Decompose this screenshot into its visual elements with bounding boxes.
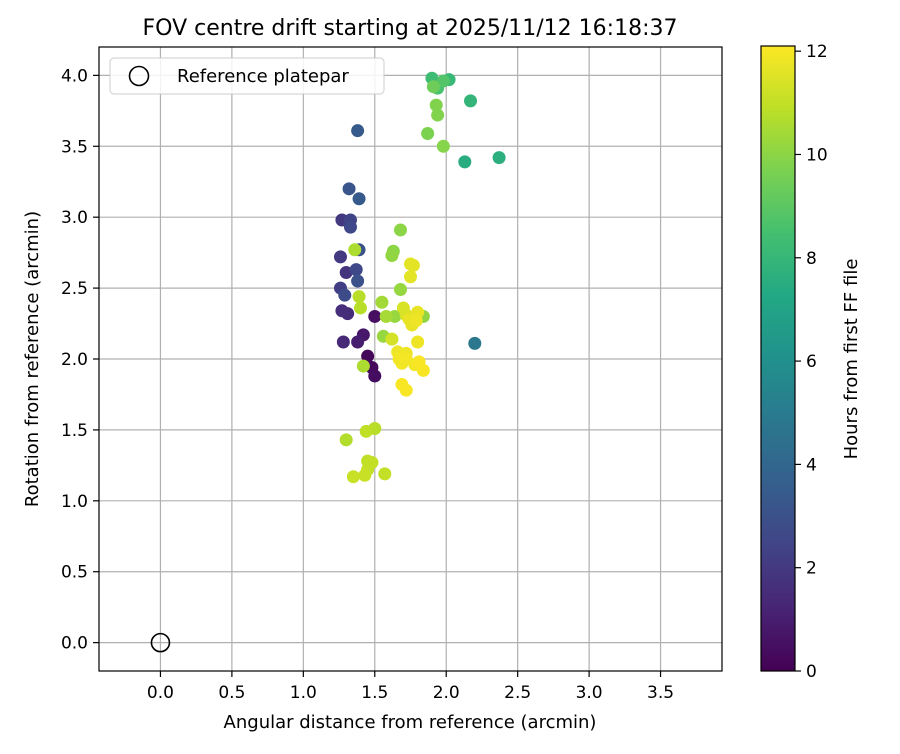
data-point <box>346 470 360 484</box>
chart-title: FOV centre drift starting at 2025/11/12 … <box>143 16 678 41</box>
y-axis-ticks: 0.0 0.5 1.0 1.5 2.0 2.5 3.0 3.5 4.0 <box>61 66 99 654</box>
colorbar <box>760 45 796 672</box>
data-point <box>368 369 382 383</box>
data-point <box>351 274 365 288</box>
y-tick-label: 2.5 <box>61 279 88 299</box>
data-point <box>339 433 353 447</box>
colorbar-tick-label: 4 <box>806 455 817 475</box>
x-tick-label: 2.0 <box>433 683 460 703</box>
colorbar-tick-label: 2 <box>806 559 817 579</box>
data-point <box>339 265 353 279</box>
colorbar-tick-label: 8 <box>806 249 817 269</box>
data-points <box>333 71 506 484</box>
data-point <box>393 283 407 297</box>
y-tick-label: 4.0 <box>61 66 88 86</box>
data-point <box>379 309 393 323</box>
data-point <box>464 94 478 108</box>
x-tick-label: 1.5 <box>361 683 388 703</box>
data-point <box>343 220 357 234</box>
data-point <box>353 301 367 315</box>
data-point <box>421 127 435 141</box>
x-tick-label: 0.0 <box>147 683 174 703</box>
y-axis-label: Rotation from reference (arcmin) <box>22 211 43 507</box>
data-point <box>342 182 356 196</box>
x-tick-label: 3.5 <box>647 683 674 703</box>
y-tick-label: 0.5 <box>61 563 88 583</box>
legend-box <box>109 57 385 95</box>
x-tick-label: 1.0 <box>290 683 317 703</box>
colorbar-ticks: 0 2 4 6 8 10 12 <box>795 42 828 682</box>
reference-point-marker <box>150 632 171 653</box>
x-tick-label: 0.5 <box>218 683 245 703</box>
x-tick-label: 3.0 <box>576 683 603 703</box>
data-point <box>411 335 425 349</box>
data-point <box>356 359 370 373</box>
data-point <box>375 295 389 309</box>
data-point <box>436 139 450 153</box>
data-point <box>335 304 349 318</box>
data-point <box>393 223 407 237</box>
data-point <box>351 124 365 138</box>
data-point <box>399 383 413 397</box>
data-point <box>348 243 362 257</box>
data-point <box>468 336 482 350</box>
data-point <box>361 349 375 363</box>
data-point <box>429 98 443 112</box>
colorbar-tick-label: 6 <box>806 352 817 372</box>
legend-marker-icon <box>128 65 150 87</box>
data-point <box>406 258 420 272</box>
data-point <box>416 363 430 377</box>
y-tick-label: 1.0 <box>61 492 88 512</box>
data-point <box>436 74 450 88</box>
colorbar-tick-label: 0 <box>806 662 817 682</box>
data-point <box>333 250 347 264</box>
data-point <box>426 80 440 94</box>
data-point <box>431 108 445 122</box>
data-point <box>378 467 392 481</box>
data-point <box>349 263 363 277</box>
data-point <box>385 332 399 346</box>
colorbar-tick-label: 10 <box>806 145 828 165</box>
data-point <box>385 248 399 262</box>
y-tick-label: 2.0 <box>61 350 88 370</box>
y-tick-label: 3.5 <box>61 137 88 157</box>
data-point <box>492 151 506 165</box>
y-tick-label: 1.5 <box>61 421 88 441</box>
y-tick-label: 3.0 <box>61 208 88 228</box>
data-point <box>409 314 423 328</box>
data-point <box>338 288 352 302</box>
data-point <box>458 155 472 169</box>
colorbar-tick-label: 12 <box>806 42 828 62</box>
data-point <box>359 424 373 438</box>
data-point <box>351 335 365 349</box>
x-tick-label: 2.5 <box>504 683 531 703</box>
data-point <box>358 468 372 482</box>
x-axis-label: Angular distance from reference (arcmin) <box>224 712 597 733</box>
data-point <box>336 335 350 349</box>
y-tick-label: 0.0 <box>61 634 88 654</box>
data-point <box>368 309 382 323</box>
data-point <box>352 192 366 206</box>
x-axis-ticks: 0.0 0.5 1.0 1.5 2.0 2.5 3.0 3.5 <box>147 671 674 703</box>
data-point <box>404 270 417 284</box>
legend: Reference platepar <box>109 57 385 95</box>
colorbar-label: Hours from first FF file <box>841 259 862 460</box>
data-point <box>352 290 366 304</box>
legend-label: Reference platepar <box>177 66 349 87</box>
